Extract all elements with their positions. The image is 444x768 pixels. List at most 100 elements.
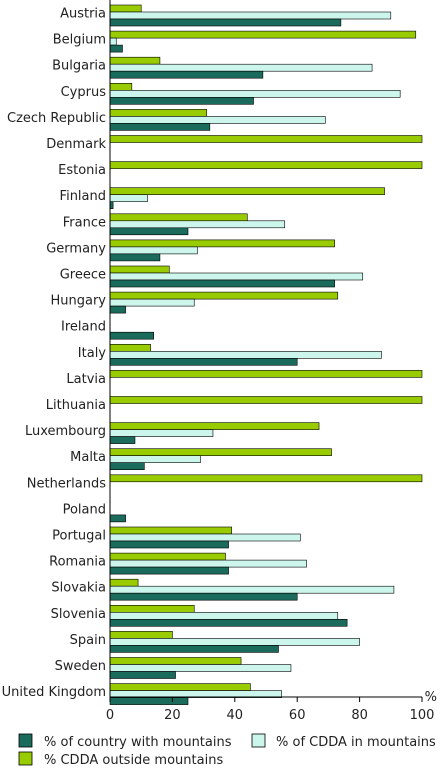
bar-france-cdda-outside <box>109 213 248 222</box>
bar-malta-country-mountains <box>109 462 145 471</box>
x-tick-label-0: 0 <box>106 708 114 723</box>
category-label-portugal: Portugal <box>52 529 106 544</box>
bar-romania-cdda-in <box>109 559 307 568</box>
bar-hungary-country-mountains <box>109 305 126 314</box>
legend-label-cdda-in: % of CDDA in mountains <box>276 735 436 750</box>
bar-belgium-cdda-outside <box>109 30 417 39</box>
bar-austria-country-mountains <box>109 18 342 27</box>
bar-united-kingdom-cdda-outside <box>109 683 251 691</box>
bar-lithuania-cdda-outside <box>109 396 423 404</box>
bar-romania-country-mountains <box>109 566 229 575</box>
bar-italy-country-mountains <box>109 357 298 366</box>
category-label-sweden: Sweden <box>55 659 106 674</box>
bar-slovenia-country-mountains <box>109 618 348 627</box>
legend-item-cdda-out: % CDDA outside mountains <box>18 751 223 768</box>
x-tick-label-100: 100 <box>410 708 435 723</box>
bar-luxembourg-cdda-outside <box>109 422 320 430</box>
bar-bulgaria-cdda-in <box>109 63 373 72</box>
bar-germany-country-mountains <box>109 253 161 262</box>
bar-slovakia-country-mountains <box>109 592 298 601</box>
bar-spain-cdda-in <box>109 638 360 646</box>
bar-bulgaria-country-mountains <box>109 70 264 79</box>
x-axis: % <box>109 0 437 705</box>
bar-portugal-cdda-outside <box>109 526 232 535</box>
category-label-hungary: Hungary <box>50 294 106 309</box>
bar-luxembourg-country-mountains <box>109 436 136 444</box>
bar-netherlands-cdda-outside <box>109 474 423 483</box>
bar-hungary-cdda-outside <box>109 291 339 300</box>
bar-poland-country-mountains <box>109 514 126 523</box>
category-label-netherlands: Netherlands <box>27 476 106 491</box>
bar-sweden-cdda-in <box>109 664 292 672</box>
bar-greece-cdda-outside <box>109 265 170 274</box>
category-label-slovakia: Slovakia <box>51 581 106 596</box>
bar-austria-cdda-outside <box>109 4 142 13</box>
category-label-germany: Germany <box>46 241 106 256</box>
legend-item-cdda-in: % of CDDA in mountains <box>251 733 436 750</box>
bar-spain-country-mountains <box>109 645 279 653</box>
bar-latvia-cdda-outside <box>109 370 423 378</box>
category-label-cyprus: Cyprus <box>61 85 107 100</box>
category-label-spain: Spain <box>70 633 106 648</box>
bar-portugal-country-mountains <box>109 540 229 549</box>
bar-sweden-cdda-outside <box>109 657 242 665</box>
category-label-greece: Greece <box>60 268 106 283</box>
bar-cyprus-cdda-in <box>109 90 401 98</box>
category-label-malta: Malta <box>70 450 106 465</box>
category-label-bulgaria: Bulgaria <box>52 59 106 74</box>
legend-swatch-cdda-in <box>251 733 266 748</box>
bar-united-kingdom-country-mountains <box>109 697 189 705</box>
x-axis-unit: % <box>425 690 437 705</box>
x-axis-ticks: 0 20 40 60 80 100 <box>106 697 435 723</box>
x-tick-label-80: 80 <box>351 708 368 723</box>
bar-austria-cdda-in <box>109 11 392 20</box>
bar-france-cdda-in <box>109 220 286 229</box>
bar-france-country-mountains <box>109 227 189 236</box>
bar-czech-republic-cdda-in <box>109 116 326 124</box>
category-label-czech-republic: Czech Republic <box>7 111 106 126</box>
category-label-slovenia: Slovenia <box>51 607 106 622</box>
legend-swatch-country <box>18 733 33 748</box>
bar-ireland-country-mountains <box>109 331 154 340</box>
bar-greece-country-mountains <box>109 279 335 288</box>
x-tick-label-60: 60 <box>289 708 306 723</box>
bar-czech-republic-cdda-outside <box>109 109 208 117</box>
category-label-ireland: Ireland <box>61 320 106 335</box>
bar-spain-cdda-outside <box>109 631 173 639</box>
category-label-finland: Finland <box>60 189 106 204</box>
bar-czech-republic-country-mountains <box>109 123 211 131</box>
bar-malta-cdda-outside <box>109 448 332 457</box>
legend-swatch-cdda-out <box>18 751 33 766</box>
bar-denmark-cdda-outside <box>109 135 423 143</box>
bar-belgium-cdda-in <box>109 37 117 46</box>
category-label-belgium: Belgium <box>53 33 106 48</box>
bar-slovenia-cdda-outside <box>109 604 195 613</box>
bar-germany-cdda-outside <box>109 239 335 248</box>
bar-greece-cdda-in <box>109 272 364 281</box>
category-label-luxembourg: Luxembourg <box>25 424 106 439</box>
category-label-lithuania: Lithuania <box>46 398 106 413</box>
category-label-italy: Italy <box>78 346 107 361</box>
category-label-denmark: Denmark <box>46 137 106 152</box>
bar-italy-cdda-in <box>109 350 382 359</box>
bar-belgium-country-mountains <box>109 44 123 53</box>
bar-hungary-cdda-in <box>109 298 195 307</box>
bar-finland-cdda-outside <box>109 187 385 195</box>
category-label-austria: Austria <box>60 7 106 22</box>
legend-item-country: % of country with mountains <box>18 733 232 750</box>
bar-cyprus-country-mountains <box>109 97 254 105</box>
bar-romania-cdda-outside <box>109 552 226 561</box>
category-label-latvia: Latvia <box>66 372 106 387</box>
bars-layer <box>109 4 423 705</box>
bar-estonia-cdda-outside <box>109 161 423 169</box>
bar-portugal-cdda-in <box>109 533 301 542</box>
legend-label-cdda-out: % CDDA outside mountains <box>44 753 223 768</box>
bar-bulgaria-cdda-outside <box>109 56 161 65</box>
bar-italy-cdda-outside <box>109 343 151 352</box>
bar-germany-cdda-in <box>109 246 198 255</box>
x-tick-label-40: 40 <box>227 708 244 723</box>
bar-slovenia-cdda-in <box>109 611 339 620</box>
bar-finland-cdda-in <box>109 194 148 202</box>
category-label-france: France <box>63 215 106 230</box>
category-label-united-kingdom: United Kingdom <box>2 685 106 700</box>
